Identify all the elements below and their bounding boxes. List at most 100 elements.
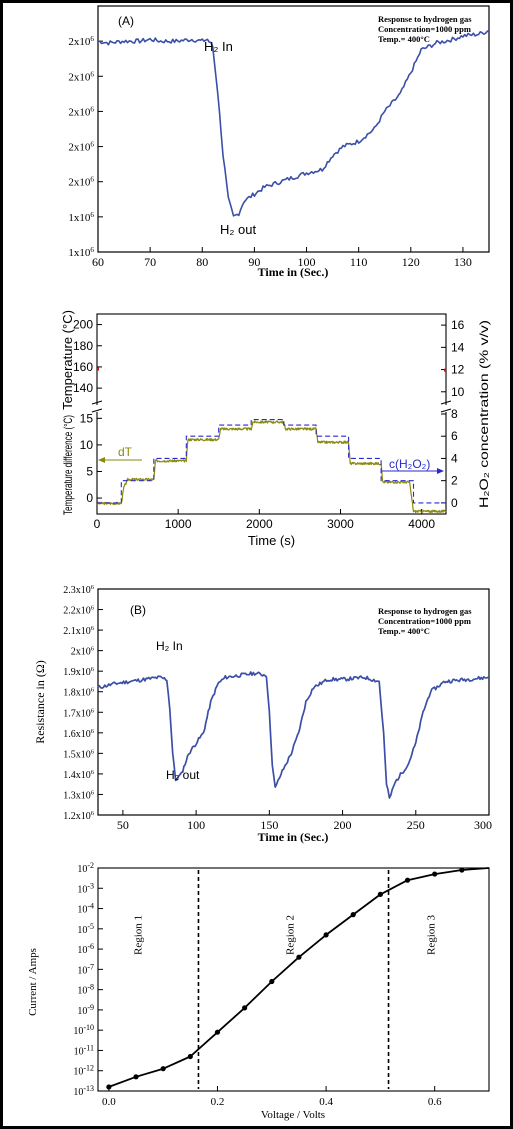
- chart-d-series-line: [108, 867, 490, 1088]
- chart-a-event-h2-out: H₂ out: [220, 222, 257, 237]
- chart-c-axes-box: [97, 588, 490, 816]
- chart-a-event-h2-in: H₂ In: [204, 39, 233, 54]
- chart-a-xtick-label: 60: [92, 255, 104, 269]
- chart-a-xtick-label: 130: [454, 255, 472, 269]
- chart-c-xtick-label: 250: [407, 818, 425, 832]
- chart-c-ytick-label: 1.3x106: [63, 789, 95, 801]
- chart-b-axes-box: [96, 313, 447, 515]
- chart-d-region-label: Region 2: [285, 915, 297, 955]
- chart-b-ylabel-right: H₂O₂ concentration (% v/v): [477, 320, 491, 508]
- chart-d-data-point: [242, 1005, 248, 1011]
- chart-c-panel-label: (B): [130, 603, 146, 617]
- chart-c-annotation-line: Temp.= 400°C: [378, 626, 430, 636]
- chart-b-xtick-label: 4000: [408, 517, 435, 531]
- chart-c-xtick-label: 150: [260, 818, 278, 832]
- chart-d-axes-box: [97, 867, 490, 1092]
- chart-d-ytick-label: 10-11: [74, 1043, 94, 1057]
- chart-d-data-point: [160, 1066, 166, 1072]
- chart-b-right-ytick-label: 10: [451, 385, 465, 399]
- chart-a-xtick-label: 80: [196, 255, 208, 269]
- chart-a-ytick-label: 2x106: [68, 176, 94, 189]
- chart-c-ytick-label: 1.8x106: [63, 687, 95, 699]
- chart-d-xtick-label: 0.6: [428, 1096, 442, 1108]
- chart-d-ytick-label: 10-12: [73, 1064, 94, 1078]
- chart-d-ytick-label: 10-4: [77, 902, 94, 916]
- chart-c-ytick-label: 2.1x106: [63, 625, 95, 637]
- chart-b-right-ytick-label: 14: [451, 340, 465, 354]
- chart-c-ytick-label: 2x106: [71, 646, 95, 658]
- chart-d-ytick-label: 10-2: [77, 861, 94, 875]
- chart-b-right-ytick-label: 6: [451, 429, 458, 443]
- chart-c-ytick-label: 1.6x106: [63, 728, 95, 740]
- chart-b-lower-ytick-label: 15: [80, 411, 94, 425]
- chart-b-right-ytick-label: 12: [451, 363, 465, 377]
- chart-d-ytick-label: 10-9: [77, 1003, 94, 1017]
- chart-d-data-point: [404, 877, 411, 883]
- chart-a-xlabel: Time in (Sec.): [258, 265, 329, 279]
- chart-c-annotation-line: Response to hydrogen gas: [378, 606, 472, 616]
- chart-b-upper-ytick-label: 140: [73, 381, 93, 395]
- chart-a-ytick-label: 1x106: [68, 246, 94, 259]
- chart-b-xtick-label: 1000: [165, 517, 192, 531]
- chart-c-ylabel: Resistance in (Ω): [33, 660, 47, 744]
- chart-b-axis-break-mark: [91, 408, 103, 413]
- chart-b-concentration-arrowhead: [437, 468, 444, 474]
- chart-b-upper-ytick-label: 180: [73, 339, 93, 353]
- chart-b-axis-break-mark: [91, 400, 103, 405]
- chart-d-xlabel: Voltage / Volts: [261, 1109, 325, 1121]
- chart-b-xtick-label: 0: [94, 517, 101, 531]
- chart-d-data-point: [133, 1074, 139, 1080]
- chart-c-xtick-label: 300: [474, 818, 492, 832]
- chart-c-annotation-line: Concentration=1000 ppm: [378, 616, 471, 626]
- chart-d-ytick-label: 10-6: [77, 942, 94, 956]
- chart-d-ylabel: Current / Amps: [27, 948, 39, 1016]
- chart-b-xtick-label: 2000: [246, 517, 273, 531]
- chart-b-lower-ytick-label: 10: [80, 438, 94, 452]
- chart-c-event-h2-out: H₂ out: [166, 768, 200, 782]
- chart-d-data-point: [106, 1084, 112, 1090]
- chart-a-ytick-label: 2x106: [68, 141, 94, 154]
- chart-b-lower-ytick-label: 0: [86, 491, 93, 505]
- chart-d-ytick-label: 10-10: [73, 1023, 94, 1037]
- chart-c-ytick-label: 1.4x106: [63, 769, 95, 781]
- chart-a-ytick-label: 2x106: [68, 70, 94, 83]
- chart-d-region-label: Region 1: [132, 915, 144, 955]
- chart-a-panel-label: (A): [118, 14, 134, 28]
- chart-b-right-ytick-label: 0: [451, 496, 458, 510]
- chart-a-axes-box: [97, 5, 490, 253]
- chart-a-ytick-label: 2x106: [68, 35, 94, 48]
- chart-d-xtick-label: 0.2: [211, 1096, 225, 1108]
- chart-d-ytick-label: 10-13: [73, 1084, 94, 1098]
- chart-d-data-point: [187, 1053, 193, 1060]
- chart-a: [97, 5, 490, 253]
- chart-c-ytick-label: 2.3x106: [63, 584, 95, 596]
- chart-d-ytick-label: 10-3: [77, 881, 94, 895]
- chart-a-annotation-line: Concentration=1000 ppm: [378, 24, 471, 34]
- chart-d-region-label: Region 3: [426, 914, 438, 955]
- chart-d-ytick-label: 10-5: [77, 922, 94, 936]
- chart-a-series-line: [98, 29, 490, 217]
- chart-a-xtick-label: 70: [144, 255, 156, 269]
- chart-a-annotation-line: Response to hydrogen gas: [378, 14, 472, 24]
- chart-a-xtick-label: 90: [248, 255, 260, 269]
- chart-b-axis-break-left: [93, 405, 101, 412]
- chart-d-data-point: [296, 954, 302, 960]
- chart-d-ytick-label: 10-8: [77, 983, 94, 997]
- chart-b-axis-break-mark: [440, 400, 452, 405]
- chart-b-axis-break-mark: [440, 408, 452, 413]
- chart-c-event-h2-in: H₂ In: [156, 639, 183, 653]
- chart-b-series-concentration: [97, 419, 446, 504]
- chart-b-right-ytick-label: 16: [451, 318, 465, 332]
- chart-d-data-point: [269, 978, 275, 985]
- chart-d-xtick-label: 0.0: [102, 1096, 116, 1108]
- chart-c-xtick-label: 100: [187, 818, 205, 832]
- chart-c-ytick-label: 1.9x106: [63, 666, 95, 678]
- chart-d-data-point: [214, 1029, 221, 1035]
- chart-d-xtick-label: 0.4: [319, 1096, 333, 1108]
- chart-b-lower-ytick-label: 5: [86, 464, 93, 478]
- chart-c-xtick-label: 200: [334, 818, 352, 832]
- chart-b-axis-break-right: [442, 405, 450, 412]
- chart-c-xtick-label: 50: [117, 818, 129, 832]
- chart-b-annotation-concentration: c(H₂O₂): [389, 457, 430, 471]
